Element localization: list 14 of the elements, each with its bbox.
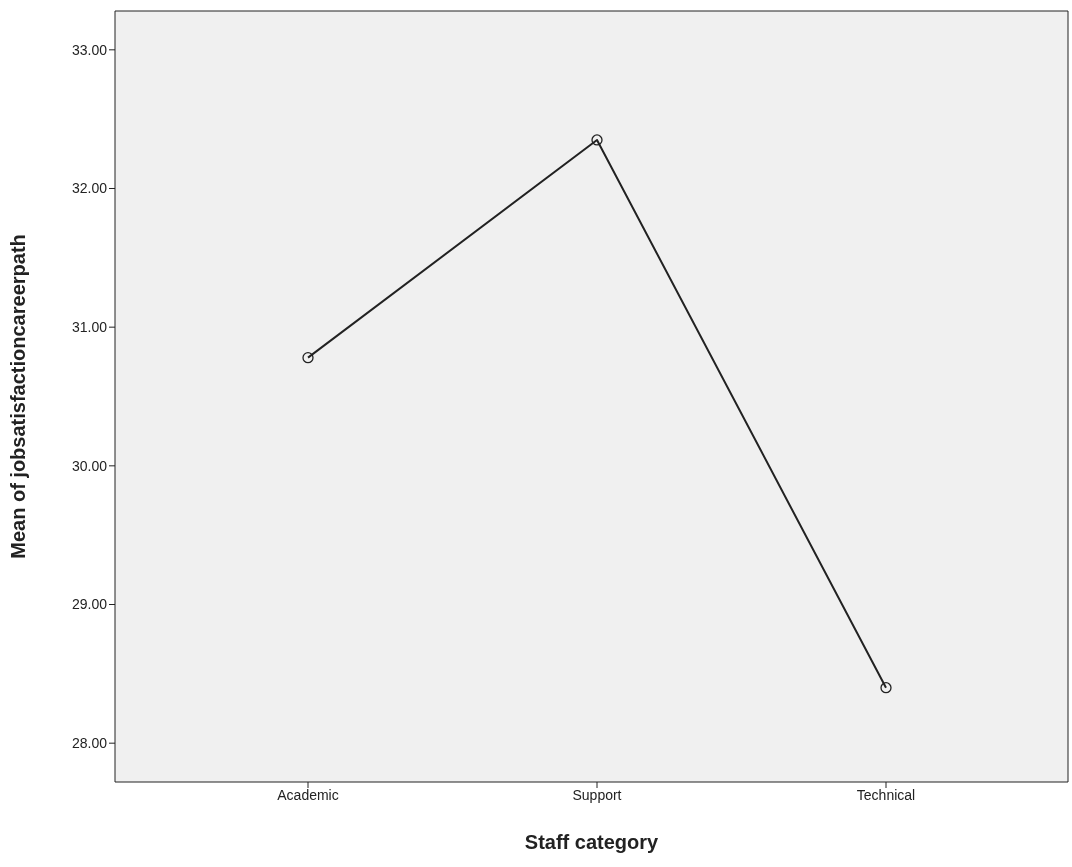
y-axis-title: Mean of jobsatisfactioncareerpath [7,234,30,559]
x-tick-label: Support [572,786,622,803]
x-tick-label: Academic [277,786,339,803]
y-tick-label: 29.00 [71,596,108,613]
y-tick-label: 32.00 [71,180,108,197]
point [302,352,314,364]
y-tick-label: 31.00 [71,319,108,336]
x-axis-title: Staff category [524,831,660,853]
y-tick-label: 28.00 [71,735,108,752]
point [591,134,603,146]
point [880,682,892,694]
y-tick-label: 30.00 [71,457,108,474]
y-tick-label: 33.00 [71,41,108,58]
x-tick-label: Technical [856,786,916,803]
